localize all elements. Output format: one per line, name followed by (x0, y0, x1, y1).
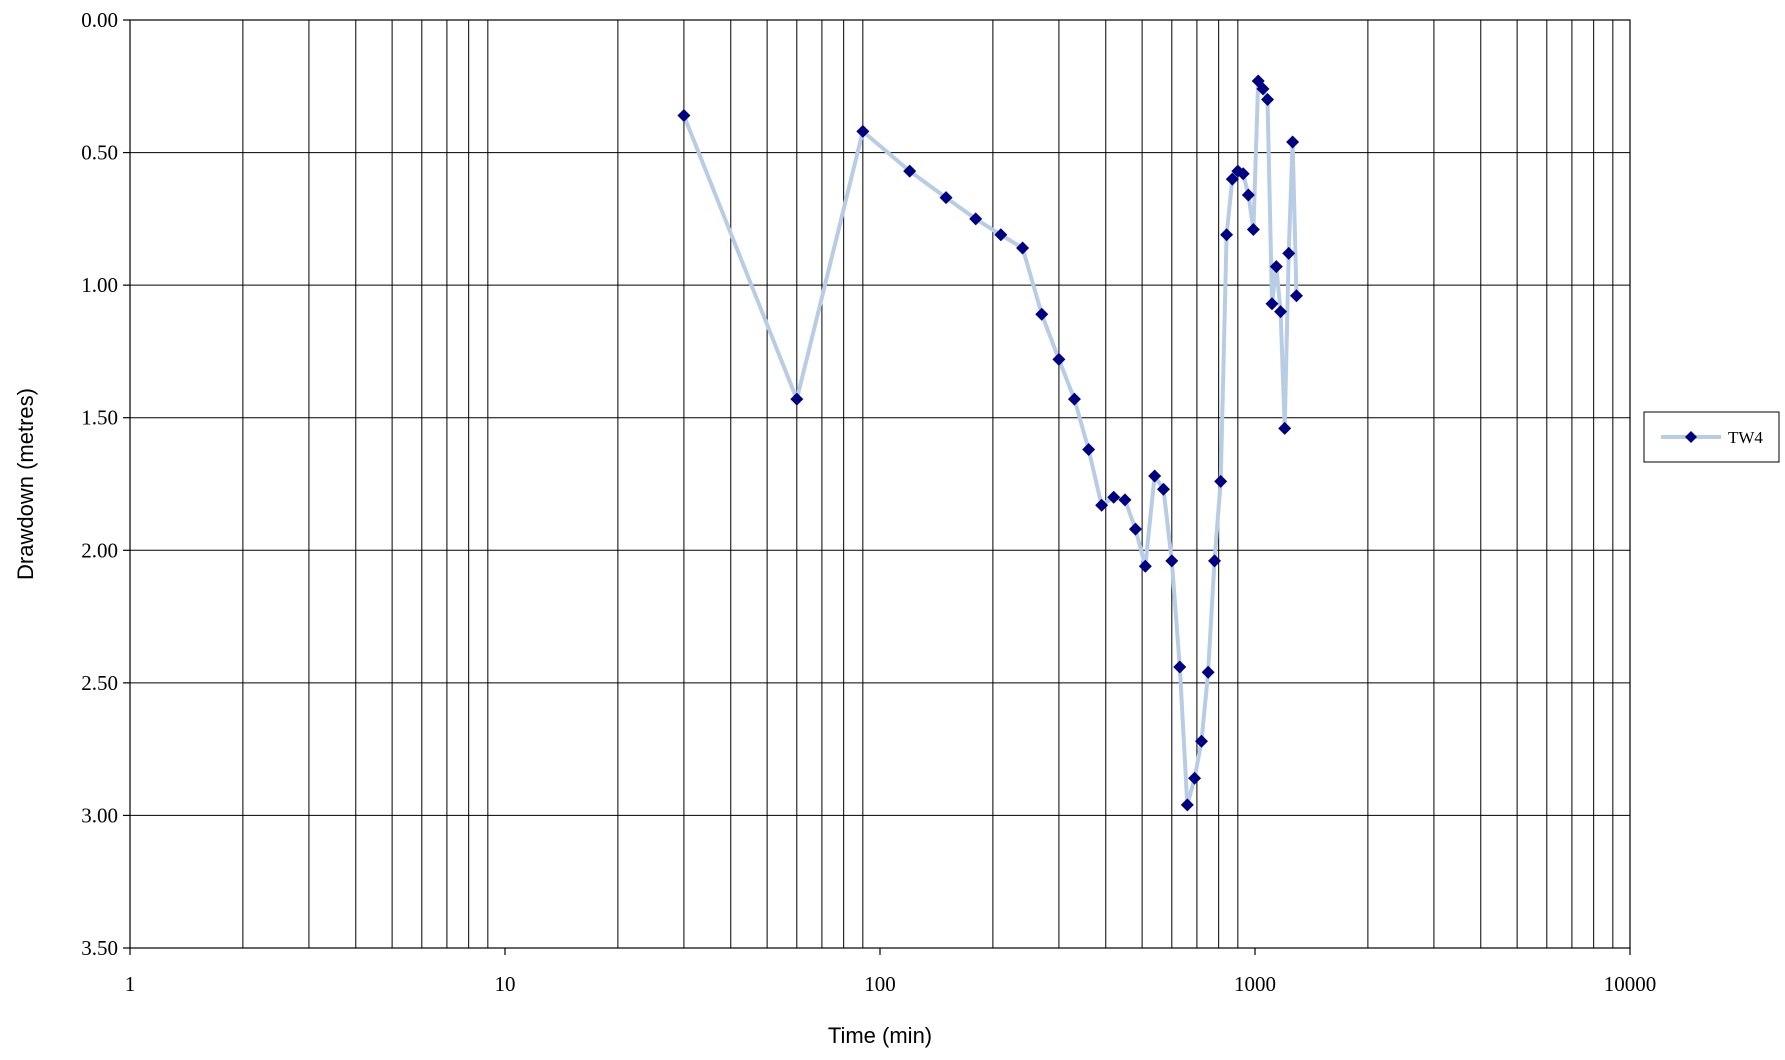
data-point (1016, 241, 1030, 255)
data-point (1236, 167, 1250, 181)
grid-lines (130, 20, 1630, 948)
y-tick-label: 1.00 (81, 273, 118, 297)
data-point (1148, 469, 1162, 483)
data-point (1128, 522, 1142, 536)
data-point (1278, 421, 1292, 435)
legend-marker-swatch (1685, 431, 1697, 443)
data-point (1256, 82, 1270, 96)
data-point (1082, 443, 1096, 457)
y-tick-label: 2.50 (81, 671, 118, 695)
data-point (1138, 559, 1152, 573)
x-axis-title: Time (min) (828, 1023, 932, 1048)
y-tick-label: 3.50 (81, 936, 118, 960)
data-point (1173, 660, 1187, 674)
data-point (1241, 188, 1255, 202)
data-point (1067, 392, 1081, 406)
data-point (1265, 297, 1279, 311)
data-point (1220, 228, 1234, 242)
data-point (1180, 798, 1194, 812)
y-tick-label: 0.50 (81, 141, 118, 165)
data-point (1035, 307, 1049, 321)
data-point (1282, 246, 1296, 260)
y-axis-title: Drawdown (metres) (13, 388, 38, 580)
data-point (1274, 305, 1288, 319)
series-layer (677, 74, 1303, 812)
plot-area-frame (129, 19, 1631, 949)
x-tick-label: 1000 (1234, 972, 1276, 996)
data-point (1261, 93, 1275, 107)
data-point (1107, 490, 1121, 504)
data-point (677, 108, 691, 122)
data-point (903, 164, 917, 178)
y-tick-labels: 0.00 0.50 1.00 1.50 2.00 2.50 3.00 3.50 (81, 8, 130, 960)
y-tick-label: 2.00 (81, 538, 118, 562)
series-line-tw4 (682, 79, 1299, 807)
data-point (856, 124, 870, 138)
legend: TW4 (1643, 411, 1780, 463)
y-tick-label: 0.00 (81, 8, 118, 32)
data-point (1165, 554, 1179, 568)
data-point (969, 212, 983, 226)
data-point (1201, 665, 1215, 679)
data-point (1214, 474, 1228, 488)
legend-label-tw4: TW4 (1728, 428, 1763, 447)
x-tick-labels: 1 10 100 1000 10000 (125, 948, 1657, 996)
x-tick-label: 100 (864, 972, 896, 996)
data-point (1156, 482, 1170, 496)
x-tick-label: 10000 (1604, 972, 1657, 996)
data-point (1225, 172, 1239, 186)
data-point (1194, 734, 1208, 748)
data-point (790, 392, 804, 406)
x-tick-label: 1 (125, 972, 136, 996)
data-point (1118, 493, 1132, 507)
data-point (1188, 771, 1202, 785)
data-point (1246, 222, 1260, 236)
data-point (1208, 554, 1222, 568)
data-point (1269, 260, 1283, 274)
data-point (1095, 498, 1109, 512)
data-point (1289, 289, 1303, 303)
data-point (994, 228, 1008, 242)
data-point (939, 191, 953, 205)
y-tick-label: 1.50 (81, 406, 118, 430)
x-tick-label: 10 (495, 972, 516, 996)
data-point (1052, 352, 1066, 366)
y-tick-label: 3.00 (81, 803, 118, 827)
data-point (1286, 135, 1300, 149)
